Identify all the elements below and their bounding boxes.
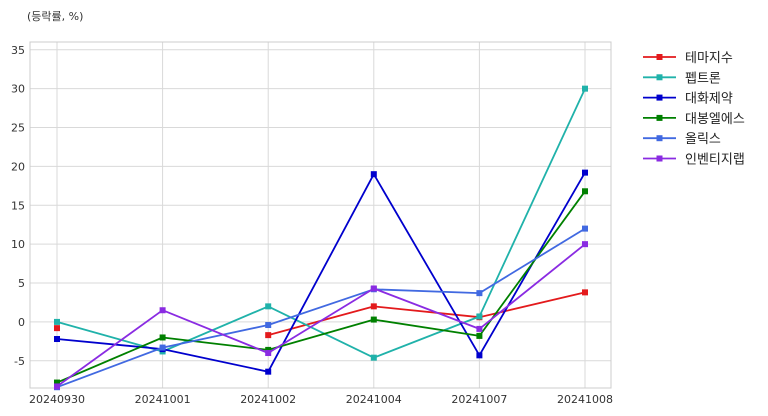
x-tick-label: 20240930	[29, 393, 85, 406]
grid	[30, 42, 611, 388]
unit-label: (등락률, %)	[27, 10, 83, 23]
legend-item: 펩트론	[643, 71, 721, 86]
legend-label: 테마지수	[685, 51, 733, 66]
data-point	[265, 368, 272, 375]
data-point	[159, 334, 166, 341]
series-line	[56, 243, 586, 388]
series-line	[56, 88, 586, 359]
data-point	[476, 290, 483, 297]
legend-item: 대봉엘에스	[643, 112, 745, 127]
x-axis: 20240930 20241001 20241002 20241004 20241007…	[29, 393, 613, 406]
data-point	[476, 313, 483, 320]
x-tick-label: 20241002	[240, 393, 296, 406]
legend-swatch-marker	[656, 94, 663, 101]
legend-item: 대화제약	[643, 92, 733, 107]
data-point	[54, 383, 60, 390]
data-point	[582, 85, 588, 92]
legend-swatch-marker	[656, 114, 663, 121]
data-point	[265, 350, 272, 357]
data-point	[265, 346, 272, 353]
y-tick-label: 10	[11, 238, 25, 251]
series-line	[56, 227, 586, 389]
data-point	[582, 225, 588, 232]
data-point	[476, 325, 483, 332]
series-2	[54, 85, 588, 361]
legend-label: 펩트론	[685, 71, 721, 86]
legend-label: 인벤티지랩	[685, 153, 745, 168]
legend-swatch-marker	[656, 135, 663, 142]
legend-label: 대화제약	[685, 92, 733, 107]
data-point	[370, 303, 377, 310]
data-point	[476, 332, 483, 339]
data-point	[265, 332, 272, 339]
series-6	[54, 241, 588, 390]
data-point	[159, 307, 166, 314]
y-tick-label: 5	[18, 277, 25, 290]
data-point	[582, 241, 588, 248]
data-point	[265, 303, 272, 310]
data-point	[582, 188, 588, 195]
x-tick-label: 20241008	[557, 393, 613, 406]
legend-swatch-marker	[656, 54, 663, 60]
y-tick-label: 30	[11, 83, 25, 96]
data-point	[265, 322, 272, 329]
data-point	[370, 316, 377, 323]
legend-swatch-marker	[656, 74, 663, 81]
data-point	[370, 171, 377, 178]
y-tick-label: 0	[18, 316, 25, 329]
y-tick-label: 15	[11, 199, 25, 212]
y-axis: -5 0 5 10 15 20 25 30 35	[11, 44, 25, 368]
data-point	[54, 336, 60, 343]
data-point	[582, 289, 588, 296]
legend-item: 올릭스	[643, 132, 721, 147]
plot-frame	[29, 41, 612, 389]
y-tick-label: 25	[11, 122, 25, 135]
series-line	[56, 190, 586, 384]
legend-label: 대봉엘에스	[685, 112, 745, 127]
series-line	[56, 172, 586, 373]
data-point	[370, 285, 377, 292]
y-tick-label: 20	[11, 160, 25, 173]
data-point	[159, 344, 166, 351]
series-5	[54, 225, 588, 391]
data-point	[476, 352, 483, 359]
y-tick-label: 35	[11, 44, 25, 57]
x-tick-label: 20241004	[346, 393, 402, 406]
y-tick-label: -5	[14, 355, 25, 368]
legend-swatch-marker	[656, 155, 663, 162]
legend-label: 올릭스	[685, 132, 721, 147]
x-tick-label: 20241001	[135, 393, 191, 406]
data-point	[54, 325, 60, 332]
series-4	[54, 188, 588, 386]
data-point	[54, 379, 60, 386]
series-group	[54, 85, 588, 391]
data-point	[582, 169, 588, 176]
data-point	[54, 318, 60, 325]
legend-item: 인벤티지랩	[643, 153, 745, 168]
legend-item: 테마지수	[643, 51, 733, 66]
data-point	[370, 354, 377, 361]
x-tick-label: 20241007	[451, 393, 507, 406]
